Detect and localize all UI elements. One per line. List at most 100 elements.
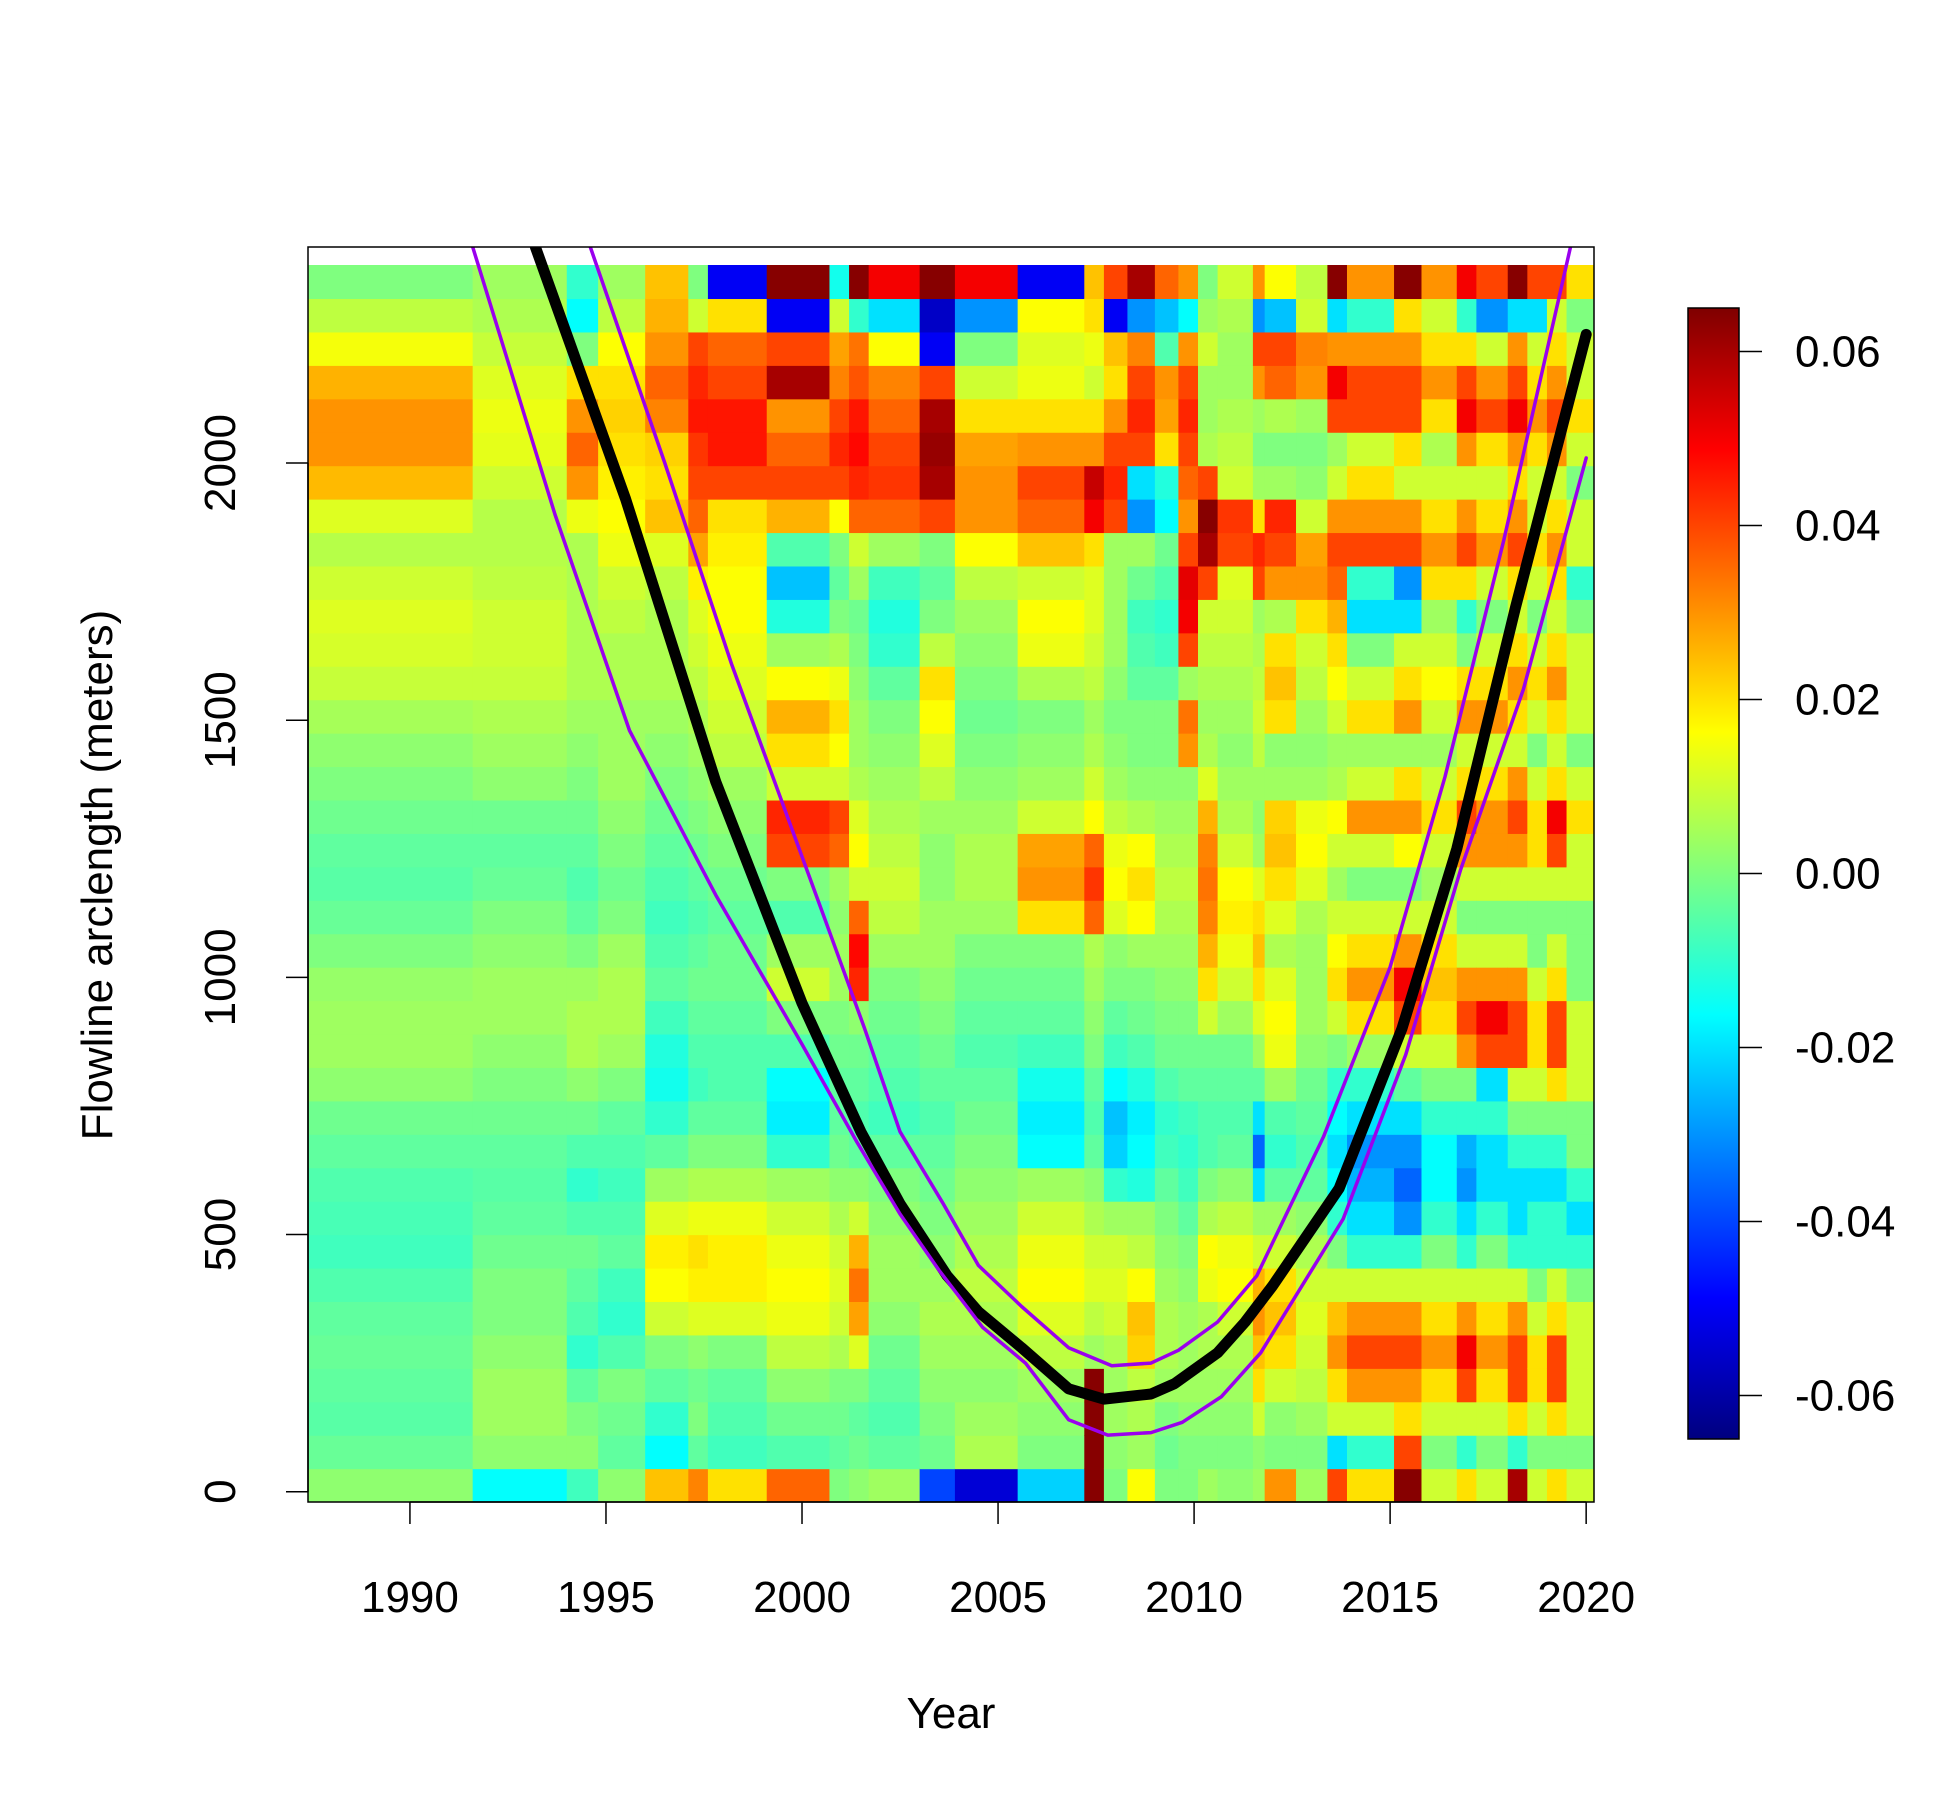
heatmap-cell	[868, 465, 921, 500]
heatmap-cell	[598, 1267, 646, 1302]
heatmap-cell	[1394, 599, 1423, 634]
heatmap-cell	[1252, 1334, 1266, 1369]
heatmap-cell	[707, 565, 768, 600]
heatmap-cell	[849, 1468, 870, 1502]
heatmap-cell	[566, 1435, 599, 1470]
heatmap-cell	[688, 265, 709, 300]
heatmap-cell	[1084, 432, 1105, 467]
heatmap-cell	[1217, 632, 1254, 667]
heatmap-cell	[868, 265, 921, 300]
heatmap-cell	[1084, 1267, 1105, 1302]
heatmap-cell	[1296, 1368, 1328, 1403]
heatmap-cell	[1198, 499, 1219, 534]
heatmap-cell	[1327, 699, 1348, 734]
heatmap-cell	[1421, 532, 1458, 567]
heatmap-cell	[1198, 565, 1219, 600]
heatmap-cell	[1394, 1435, 1423, 1470]
heatmap-cell	[1507, 967, 1528, 1002]
heatmap-cell	[829, 1468, 850, 1502]
heatmap-cell	[954, 900, 1019, 935]
heatmap-cell	[1217, 532, 1254, 567]
heatmap-cell	[1527, 733, 1548, 768]
heatmap-cell	[1566, 1067, 1594, 1102]
heatmap-cell	[954, 398, 1019, 433]
heatmap-cell	[1421, 1201, 1458, 1236]
heatmap-cell	[1017, 1067, 1085, 1102]
heatmap-cell	[472, 565, 568, 600]
heatmap-cell	[1154, 1301, 1179, 1336]
heatmap-cell	[1264, 532, 1297, 567]
heatmap-cell	[1296, 1334, 1328, 1369]
heatmap-cell	[919, 265, 956, 300]
heatmap-cell	[645, 1067, 689, 1102]
heatmap-cell	[829, 1334, 850, 1369]
heatmap-cell	[308, 1000, 474, 1035]
heatmap-cell	[849, 1368, 870, 1403]
heatmap-cell	[1546, 1067, 1568, 1102]
heatmap-cell	[1154, 1201, 1179, 1236]
heatmap-cell	[598, 933, 646, 968]
heatmap-cell	[1296, 967, 1328, 1002]
heatmap-cell	[1127, 1067, 1156, 1102]
heatmap-cell	[766, 298, 831, 333]
heatmap-cell	[1421, 565, 1458, 600]
heatmap-cell	[919, 565, 956, 600]
heatmap-cell	[1296, 532, 1328, 567]
heatmap-cell	[849, 1301, 870, 1336]
heatmap-cell	[598, 1468, 646, 1502]
heatmap-cell	[1198, 967, 1219, 1002]
heatmap-cell	[1264, 499, 1297, 534]
heatmap-cell	[1421, 1334, 1458, 1369]
heatmap-cell	[1017, 432, 1085, 467]
heatmap-cell	[766, 1234, 831, 1269]
heatmap-cell	[472, 1301, 568, 1336]
heatmap-cell	[308, 1134, 474, 1169]
heatmap-cell	[1507, 1301, 1528, 1336]
heatmap-cell	[1178, 465, 1199, 500]
heatmap-cell	[1546, 1401, 1568, 1436]
heatmap-cell	[954, 331, 1019, 366]
heatmap-cell	[688, 933, 709, 968]
heatmap-cell	[1217, 1468, 1254, 1502]
heatmap-cell	[954, 1067, 1019, 1102]
heatmap-cell	[1198, 365, 1219, 400]
heatmap-cell	[688, 599, 709, 634]
heatmap-cell	[645, 967, 689, 1002]
heatmap-cell	[1296, 1401, 1328, 1436]
heatmap-cell	[1127, 1201, 1156, 1236]
heatmap-cell	[1084, 298, 1105, 333]
heatmap-cell	[868, 833, 921, 868]
heatmap-cell	[1394, 1234, 1423, 1269]
heatmap-cell	[1217, 833, 1254, 868]
heatmap-cell	[1103, 1067, 1129, 1102]
heatmap-cell	[688, 766, 709, 801]
heatmap-cell	[1546, 1234, 1568, 1269]
heatmap-cell	[1154, 666, 1179, 701]
heatmap-cell	[1264, 733, 1297, 768]
heatmap-cell	[1017, 1401, 1085, 1436]
heatmap-cell	[1346, 565, 1395, 600]
heatmap-cell	[308, 265, 474, 300]
heatmap-cell	[919, 1468, 956, 1502]
heatmap-cell	[1546, 1368, 1568, 1403]
heatmap-cell	[1456, 1100, 1477, 1135]
heatmap-cell	[688, 900, 709, 935]
heatmap-cell	[1217, 599, 1254, 634]
heatmap-cell	[919, 766, 956, 801]
heatmap-cell	[1546, 967, 1568, 1002]
heatmap-cell	[1252, 465, 1266, 500]
heatmap-cell	[1566, 666, 1594, 701]
heatmap-cell	[1103, 699, 1129, 734]
heatmap-cell	[1127, 1134, 1156, 1169]
heatmap-cell	[707, 398, 768, 433]
heatmap-cell	[688, 1468, 709, 1502]
heatmap-cell	[1507, 900, 1528, 935]
heatmap-cell	[1394, 632, 1423, 667]
heatmap-cell	[1154, 1100, 1179, 1135]
heatmap-cell	[849, 1167, 870, 1202]
heatmap-cell	[472, 733, 568, 768]
heatmap-cell	[472, 432, 568, 467]
heatmap-cell	[1527, 833, 1548, 868]
heatmap-cell	[1217, 967, 1254, 1002]
heatmap-cell	[1103, 1134, 1129, 1169]
